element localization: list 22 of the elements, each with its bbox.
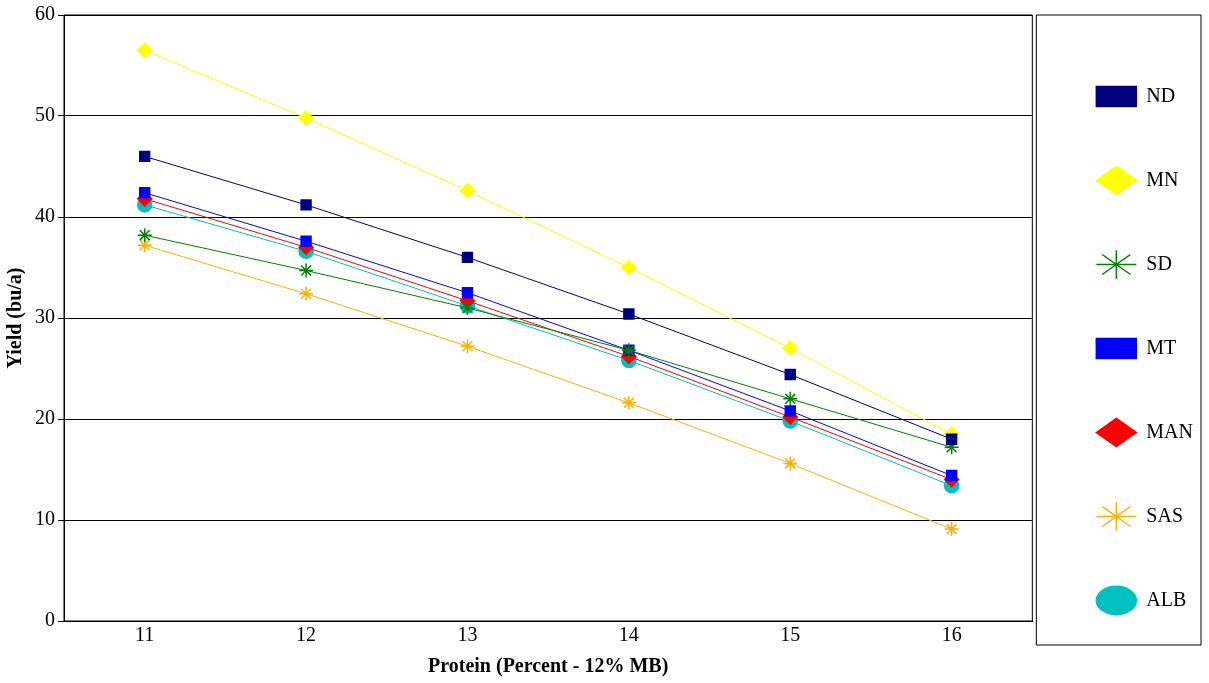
x-axis-title: Protein (Percent - 12% MB): [428, 654, 669, 678]
legend-label: MN: [1146, 167, 1179, 190]
y-tick-label: 50: [35, 103, 55, 126]
legend-label: ALB: [1146, 587, 1187, 610]
x-tick-label: 15: [780, 623, 801, 646]
legend-label: SD: [1146, 251, 1172, 274]
y-tick-label: 30: [35, 305, 55, 328]
y-tick-label: 10: [35, 507, 55, 530]
legend-label: MT: [1146, 335, 1177, 358]
x-tick-label: 14: [618, 623, 639, 646]
y-tick-label: 0: [45, 608, 55, 631]
legend-label: ND: [1146, 83, 1176, 106]
y-axis-title: Yield (bu/a): [3, 267, 27, 369]
y-tick-label: 60: [35, 2, 55, 25]
legend-label: SAS: [1146, 503, 1184, 526]
x-tick-label: 13: [457, 623, 478, 646]
x-tick-label: 11: [135, 623, 155, 646]
x-tick-label: 16: [941, 623, 962, 646]
legend-label: MAN: [1146, 419, 1193, 442]
x-tick-label: 12: [296, 623, 317, 646]
y-tick-label: 40: [35, 204, 55, 227]
y-tick-label: 20: [35, 406, 55, 429]
